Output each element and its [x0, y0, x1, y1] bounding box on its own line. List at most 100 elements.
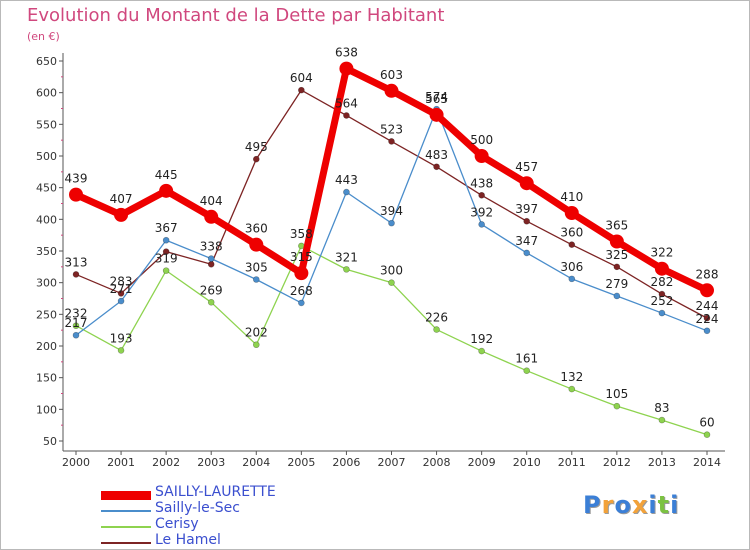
- y-tick-label: 100: [36, 403, 57, 416]
- data-point: [613, 263, 621, 271]
- data-label: 392: [470, 205, 493, 219]
- data-label: 322: [650, 246, 673, 260]
- data-point: [159, 183, 174, 198]
- data-point: [388, 138, 395, 145]
- x-tick-label: 2002: [152, 456, 180, 469]
- data-point: [700, 283, 714, 298]
- data-point: [207, 255, 215, 262]
- logo-letter: x: [631, 491, 649, 519]
- data-label: 483: [425, 148, 448, 162]
- data-label: 282: [650, 275, 673, 289]
- legend-label: Le Hamel: [155, 532, 221, 548]
- data-point: [343, 112, 350, 119]
- legend-swatch: [101, 542, 151, 544]
- data-label: 564: [335, 96, 358, 110]
- data-point: [294, 266, 309, 281]
- data-label: 443: [335, 173, 358, 187]
- data-point: [523, 217, 531, 225]
- data-point: [117, 347, 125, 354]
- data-label: 360: [560, 226, 583, 240]
- data-label: 224: [696, 312, 719, 326]
- x-tick-label: 2004: [242, 456, 270, 469]
- data-point: [658, 416, 666, 424]
- data-label: 358: [290, 227, 313, 241]
- data-point: [703, 431, 711, 438]
- logo-letter: i: [670, 491, 680, 519]
- data-label: 232: [65, 307, 88, 321]
- data-point: [613, 402, 621, 410]
- data-label: 279: [605, 277, 628, 291]
- legend-label: Cerisy: [155, 516, 199, 532]
- series-cerisy: [72, 242, 711, 438]
- data-label: 360: [245, 222, 268, 236]
- data-label: 283: [110, 274, 133, 288]
- data-label: 347: [515, 234, 538, 248]
- data-point: [433, 326, 440, 333]
- chart-unit-label: (en €): [27, 30, 60, 43]
- data-point: [69, 187, 83, 202]
- y-tick-label: 300: [36, 277, 57, 290]
- x-tick-label: 2010: [513, 456, 541, 469]
- data-label: 252: [650, 294, 673, 308]
- data-label: 271: [110, 282, 133, 296]
- y-tick-label: 50: [43, 435, 57, 448]
- data-point: [568, 241, 576, 248]
- data-point: [388, 219, 395, 227]
- data-point: [658, 290, 666, 298]
- data-point: [478, 221, 485, 228]
- data-label: 300: [380, 264, 403, 278]
- data-label: 268: [290, 284, 313, 298]
- data-point: [339, 61, 354, 76]
- data-point: [298, 86, 305, 94]
- data-label: 306: [560, 260, 583, 274]
- data-point: [162, 236, 170, 244]
- data-label: 192: [470, 332, 493, 346]
- x-tick-label: 2006: [332, 456, 360, 469]
- data-label: 604: [290, 71, 313, 85]
- data-point: [252, 155, 260, 163]
- data-point: [523, 367, 531, 375]
- data-point: [72, 271, 80, 278]
- data-label: 438: [470, 176, 493, 190]
- data-label: 315: [290, 250, 313, 264]
- data-label: 457: [515, 160, 538, 174]
- x-tick-label: 2000: [62, 456, 90, 469]
- data-point: [658, 309, 666, 317]
- data-label: 319: [155, 252, 178, 266]
- axes: 650 600 550 500 450 400 350 300 250 200 150 100 50 20…: [36, 53, 725, 469]
- data-point: [114, 207, 129, 222]
- legend-swatch: [101, 510, 151, 512]
- data-point: [519, 176, 534, 191]
- data-label: 288: [696, 267, 719, 281]
- data-label: 603: [380, 68, 403, 82]
- data-label: 565: [425, 92, 448, 106]
- legend-label: Sailly-le-Sec: [155, 500, 240, 516]
- data-point: [478, 347, 485, 355]
- data-point: [429, 107, 444, 122]
- data-label: 445: [155, 168, 178, 182]
- data-point: [204, 209, 219, 224]
- series-layer: [69, 61, 714, 438]
- x-tick-label: 2013: [648, 456, 676, 469]
- data-label: 404: [200, 194, 223, 208]
- data-label: 394: [380, 204, 403, 218]
- data-label: 410: [560, 190, 583, 204]
- data-label: 495: [245, 140, 268, 154]
- data-point: [117, 297, 125, 305]
- data-label: 407: [110, 192, 133, 206]
- data-label: 574: [425, 90, 448, 104]
- data-point: [384, 83, 399, 98]
- legend-swatch: [101, 526, 151, 528]
- y-tick-label: 250: [36, 308, 57, 321]
- data-point: [72, 322, 80, 330]
- logo-letter: P: [583, 491, 602, 519]
- y-tick-label: 500: [36, 150, 57, 163]
- data-label: 365: [605, 219, 628, 233]
- data-label: 325: [605, 248, 628, 262]
- logo-letter: o: [614, 491, 632, 519]
- logo-letter: i: [648, 491, 658, 519]
- series-le-hamel: [72, 86, 711, 322]
- data-label: 321: [335, 250, 358, 264]
